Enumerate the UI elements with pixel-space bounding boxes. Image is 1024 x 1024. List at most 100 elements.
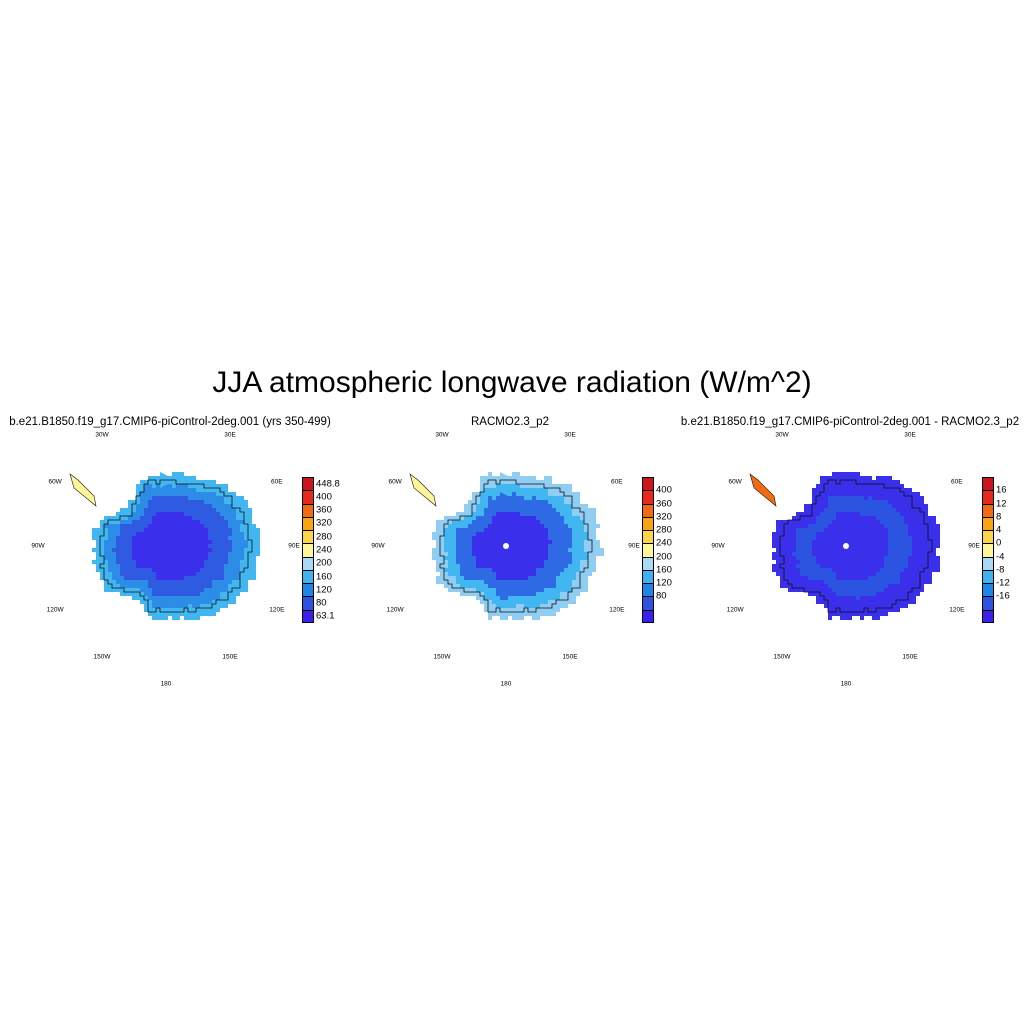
colorbar-swatch (302, 569, 314, 584)
colorbar-label: 160 (656, 564, 672, 576)
colorbar-swatch (302, 596, 314, 610)
colorbar-label: 16 (996, 484, 1007, 496)
colorbar-swatch (982, 556, 994, 570)
lon-label: 150W (93, 653, 111, 661)
lon-label: 120W (46, 606, 64, 614)
lon-label: 120E (609, 606, 625, 614)
colorbar-swatch (982, 543, 994, 557)
colorbar-label: 240 (656, 537, 672, 549)
colorbar-swatch (982, 583, 994, 597)
lon-label: 120E (269, 606, 285, 614)
colorbar-label: 280 (316, 531, 332, 543)
lon-label: 90E (968, 542, 980, 550)
panel-title: RACMO2.3_p2 (471, 416, 549, 428)
lon-label: 30E (564, 431, 576, 439)
lon-label: 60E (611, 478, 623, 486)
lon-label: 30E (904, 431, 916, 439)
colorbar-swatch (642, 556, 654, 570)
lon-label: 30E (224, 431, 236, 439)
colorbar-swatch (302, 556, 314, 570)
colorbar-label: 4 (996, 524, 1002, 536)
peninsula (749, 473, 777, 507)
coastline (99, 479, 253, 613)
panel-title: b.e21.B1850.f19_g17.CMIP6-piControl-2deg… (9, 416, 331, 428)
colorbar-swatch (642, 569, 654, 584)
colorbar-label: 120 (656, 577, 672, 589)
lon-label: 90E (628, 542, 640, 550)
colorbar (302, 477, 314, 623)
colorbar-label: -4 (996, 551, 1005, 563)
polar-map (749, 472, 940, 620)
colorbar-swatch (982, 596, 994, 610)
colorbar-label: 0 (996, 537, 1002, 549)
peninsula (409, 473, 437, 507)
colorbar-swatch (302, 609, 314, 623)
main-title: JJA atmospheric longwave radiation (W/m^… (212, 366, 812, 399)
colorbar-label: 160 (316, 571, 332, 583)
colorbar-label: 8 (996, 511, 1002, 523)
colorbar (642, 477, 654, 623)
lon-label: 90E (288, 542, 300, 550)
field-region-4 (472, 512, 552, 580)
colorbar-swatch (642, 490, 654, 504)
pole-hole (503, 543, 509, 549)
colorbar-label: 360 (656, 498, 672, 510)
colorbar-label: -16 (996, 590, 1010, 602)
colorbar-label: 320 (656, 511, 672, 523)
panel-title: b.e21.B1850.f19_g17.CMIP6-piControl-2deg… (680, 416, 1020, 428)
colorbar-swatch (302, 477, 314, 491)
colorbar-label: 200 (656, 551, 672, 563)
colorbar-swatch (302, 503, 314, 517)
polar-map (69, 472, 260, 620)
lon-label: 120E (949, 606, 965, 614)
pole-hole (843, 543, 849, 549)
colorbar-label: 400 (656, 484, 672, 496)
lon-label: 150E (222, 653, 238, 661)
colorbar-swatch (302, 530, 314, 544)
field-region-4 (132, 512, 212, 580)
lon-label: 120W (386, 606, 404, 614)
map-panel-2: RACMO2.3_p2 30W 30E 60W 60E 90W 90E 120W 120E 150… (340, 412, 680, 692)
lon-label: 30W (775, 431, 789, 439)
lon-label: 90W (371, 542, 385, 550)
lon-label: 60W (388, 478, 402, 486)
colorbar-swatch (642, 596, 654, 610)
coastline (779, 479, 933, 613)
colorbar-label: -8 (996, 564, 1005, 576)
polar-map (409, 472, 604, 620)
lon-label: 150W (433, 653, 451, 661)
colorbar-swatch (642, 530, 654, 544)
colorbar-label: 400 (316, 491, 332, 503)
lon-label: 90W (31, 542, 45, 550)
lon-label: 30W (95, 431, 109, 439)
colorbar-label: -12 (996, 577, 1010, 589)
colorbar-swatch (982, 490, 994, 504)
lon-label: 150E (902, 653, 918, 661)
colorbar-swatch (642, 516, 654, 531)
colorbar-label: 448.8 (316, 478, 340, 490)
colorbar-swatch (982, 516, 994, 531)
colorbar-swatch (982, 503, 994, 517)
lon-label: 30W (435, 431, 449, 439)
colorbar-label: 12 (996, 498, 1007, 510)
lon-label: 150E (562, 653, 578, 661)
colorbar-swatch (302, 516, 314, 531)
colorbar-swatch (982, 530, 994, 544)
colorbar-swatch (642, 583, 654, 597)
lon-label: 180 (160, 680, 172, 688)
colorbar-swatch (642, 543, 654, 557)
lon-label: 120W (726, 606, 744, 614)
colorbar-swatch (982, 569, 994, 584)
field-region-4 (812, 512, 892, 580)
colorbar-swatch (642, 609, 654, 623)
colorbar-swatch (642, 477, 654, 491)
colorbar-label: 320 (316, 517, 332, 529)
colorbar-swatch (982, 609, 994, 623)
lon-label: 60E (951, 478, 963, 486)
colorbar-label: 360 (316, 504, 332, 516)
colorbar (982, 477, 994, 623)
colorbar-swatch (302, 583, 314, 597)
colorbar-swatch (982, 477, 994, 491)
lon-label: 60W (728, 478, 742, 486)
lon-label: 90W (711, 542, 725, 550)
